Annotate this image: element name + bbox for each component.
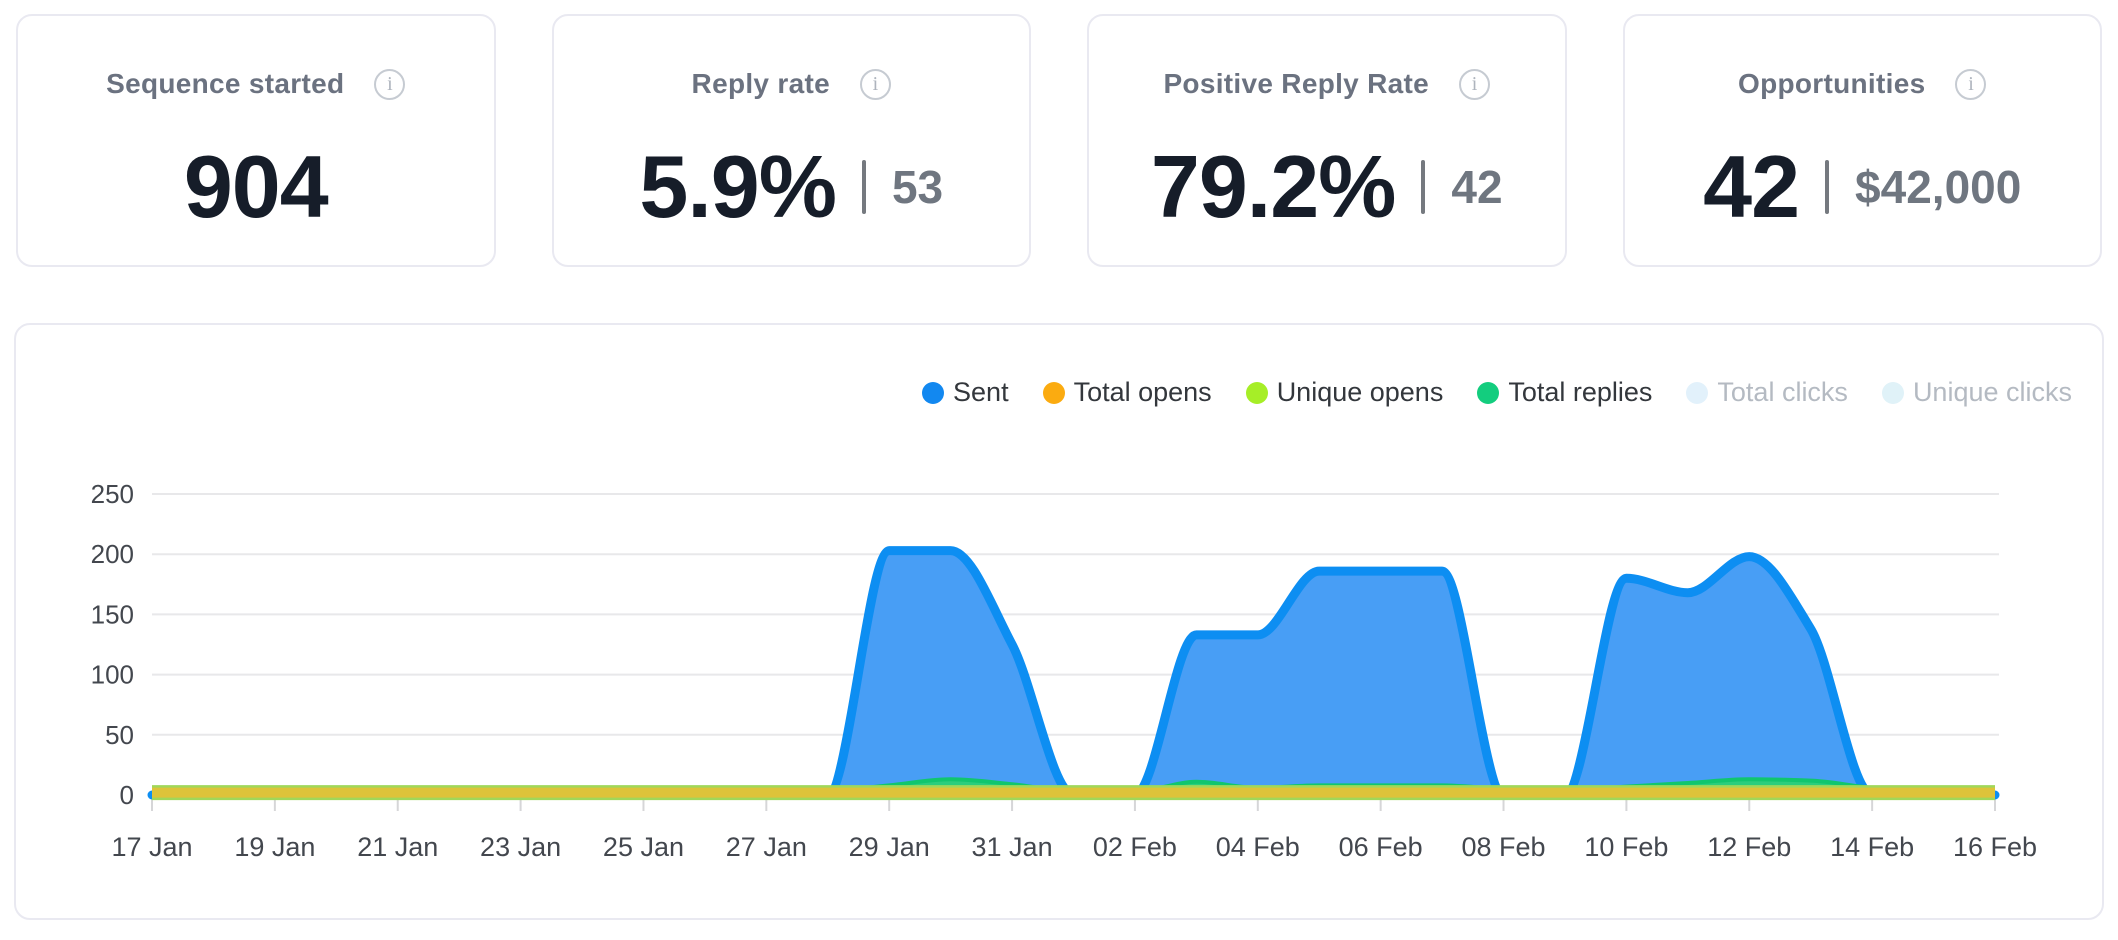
unique-opens-legend-dot-icon <box>1245 381 1268 404</box>
svg-text:06 Feb: 06 Feb <box>1339 832 1423 862</box>
legend-item-total-clicks[interactable]: Total clicks <box>1686 377 1848 408</box>
sent-legend-dot-icon <box>922 381 945 404</box>
info-icon[interactable]: i <box>859 68 891 100</box>
stat-title: Positive Reply Rate <box>1163 68 1430 99</box>
stat-secondary-group: $42,000 <box>1799 160 2021 214</box>
svg-text:100: 100 <box>91 660 134 690</box>
legend-item-total-opens[interactable]: Total opens <box>1042 377 1212 408</box>
svg-text:21 Jan: 21 Jan <box>357 832 438 862</box>
stat-secondary-value: 42 <box>1451 161 1503 213</box>
svg-text:19 Jan: 19 Jan <box>234 832 315 862</box>
stat-title-row: Positive Reply Rate i <box>1089 68 1565 100</box>
stat-card-positive-reply-rate: Positive Reply Rate i 79.2% 42 <box>1087 14 1567 267</box>
stat-value: 79.2% <box>1150 137 1397 236</box>
svg-text:08 Feb: 08 Feb <box>1462 832 1546 862</box>
stat-title-row: Sequence started i <box>18 68 494 100</box>
legend-item-label: Sent <box>953 377 1009 407</box>
legend-item-label: Total opens <box>1073 377 1212 407</box>
info-icon[interactable]: i <box>374 68 406 100</box>
legend-item-label: Total replies <box>1508 377 1653 407</box>
stat-title-row: Reply rate i <box>554 68 1030 100</box>
stat-secondary-group: 42 <box>1395 160 1503 214</box>
stat-value: 904 <box>183 137 329 236</box>
total-replies-legend-dot-icon <box>1477 381 1500 404</box>
svg-text:25 Jan: 25 Jan <box>603 832 684 862</box>
info-icon[interactable]: i <box>1459 68 1491 100</box>
value-divider <box>1825 160 1830 214</box>
total-opens-legend-dot-icon <box>1042 381 1065 404</box>
chart-legend: Sent Total opens Unique opens Total repl… <box>922 377 2072 408</box>
svg-text:150: 150 <box>91 599 134 629</box>
sequence-activity-chart: 0 50 100 150 200 250 17 Jan 19 Jan 21 Jan 23 Jan 2… <box>91 479 2037 862</box>
legend-item-unique-opens[interactable]: Unique opens <box>1245 377 1444 408</box>
legend-item-label: Unique clicks <box>1912 377 2072 407</box>
svg-text:250: 250 <box>91 479 134 509</box>
svg-text:0: 0 <box>120 780 134 810</box>
stats-row: Sequence started i 904 Reply rate i 5.9% <box>16 14 2102 267</box>
stat-title-row: Opportunities i <box>1625 68 2101 100</box>
svg-text:16 Feb: 16 Feb <box>1953 832 2037 862</box>
stat-card-sequence-started: Sequence started i 904 <box>16 14 496 267</box>
legend-item-sent[interactable]: Sent <box>922 377 1009 408</box>
stat-value: 42 <box>1703 137 1800 236</box>
stat-secondary-group: 53 <box>836 160 943 214</box>
stat-title: Sequence started <box>106 68 345 99</box>
stat-card-reply-rate: Reply rate i 5.9% 53 <box>551 14 1031 267</box>
legend-item-unique-clicks[interactable]: Unique clicks <box>1881 377 2072 408</box>
svg-text:50: 50 <box>105 720 134 750</box>
stat-value-row: 904 <box>183 136 329 238</box>
svg-text:27 Jan: 27 Jan <box>726 832 807 862</box>
svg-text:17 Jan: 17 Jan <box>111 832 192 862</box>
stat-secondary-value: 53 <box>891 161 944 213</box>
legend-item-total-replies[interactable]: Total replies <box>1477 377 1652 408</box>
stat-card-opportunities: Opportunities i 42 $42,000 <box>1622 14 2102 267</box>
info-icon[interactable]: i <box>1955 68 1987 100</box>
sequence-activity-chart-card: 0 50 100 150 200 250 17 Jan 19 Jan 21 Jan 23 Jan 2… <box>14 323 2104 920</box>
unique-clicks-legend-dot-icon <box>1881 381 1904 404</box>
total-clicks-legend-dot-icon <box>1686 381 1709 404</box>
stat-secondary-value: $42,000 <box>1855 161 2022 213</box>
svg-text:29 Jan: 29 Jan <box>849 832 930 862</box>
stat-value: 5.9% <box>639 137 837 236</box>
svg-text:200: 200 <box>91 539 134 569</box>
svg-text:23 Jan: 23 Jan <box>480 832 561 862</box>
stat-value-row: 5.9% 53 <box>639 136 943 238</box>
stat-title: Opportunities <box>1738 68 1926 99</box>
svg-text:14 Feb: 14 Feb <box>1830 832 1914 862</box>
stat-value-row: 79.2% 42 <box>1151 136 1503 238</box>
value-divider <box>861 160 866 214</box>
svg-text:12 Feb: 12 Feb <box>1707 832 1791 862</box>
svg-text:31 Jan: 31 Jan <box>972 832 1053 862</box>
legend-item-label: Unique opens <box>1276 377 1444 407</box>
svg-text:04 Feb: 04 Feb <box>1216 832 1300 862</box>
value-divider <box>1421 160 1426 214</box>
svg-text:02 Feb: 02 Feb <box>1093 832 1177 862</box>
svg-text:10 Feb: 10 Feb <box>1584 832 1668 862</box>
legend-item-label: Total clicks <box>1717 377 1848 407</box>
stat-title: Reply rate <box>691 68 830 99</box>
stat-value-row: 42 $42,000 <box>1703 136 2021 238</box>
